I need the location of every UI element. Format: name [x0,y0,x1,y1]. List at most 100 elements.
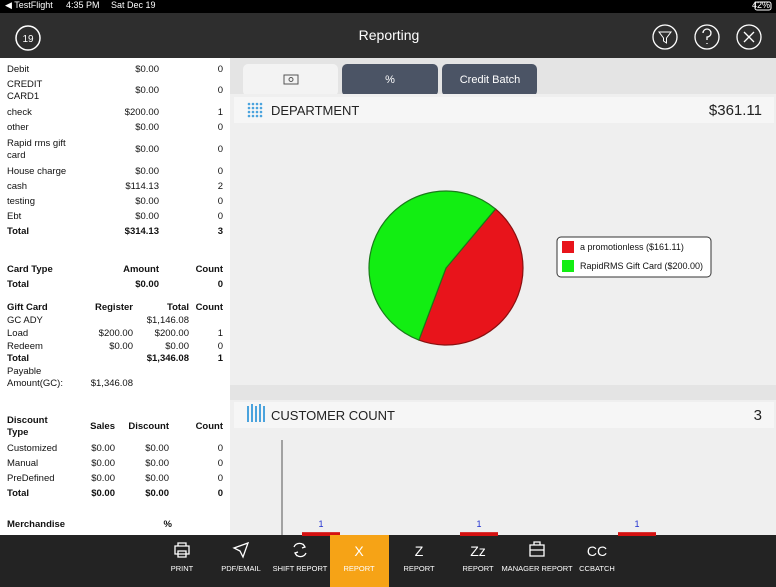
table-cell: $0.00 [135,122,159,133]
toolbar-button[interactable] [508,537,566,585]
table-cell: 0 [217,64,223,75]
table-cell: Ebt [7,211,22,222]
tab-percent[interactable] [342,64,438,96]
pie-slice [368,190,497,341]
toolbar-selected [330,535,389,587]
table-cell: other [7,122,29,133]
table-cell: Customized [7,443,58,454]
bar [618,532,656,536]
help-button[interactable] [694,24,720,50]
toolbar-icon: Zz [470,543,486,559]
tab-credit-batch[interactable] [442,64,537,96]
toolbar-label: SHIFT REPORT [273,564,328,573]
bar [460,532,498,536]
department-total: $361.11 [709,102,762,119]
tab-money-icon-dot [288,77,294,82]
toolbar-label: REPORT [343,564,375,573]
department-header [234,97,774,123]
department-icon-dot [255,110,259,114]
toolbar-button[interactable] [271,537,329,585]
battery-icon [754,1,772,11]
table-cell: GC ADY [7,315,43,326]
table-cell: $0.00 [135,211,159,222]
toolbar-label: CCBATCH [579,564,615,573]
toolbar-button[interactable] [212,537,270,585]
table-cell: 3 [217,226,223,237]
table-cell: PreDefined [7,473,55,484]
table-cell: $0.00 [135,166,159,177]
calendar-button[interactable] [15,25,41,51]
department-icon-dot [251,106,255,110]
table-cell: Rapid rms gift card [7,138,66,161]
table-cell: Total [7,226,29,237]
table-cell: Discount Type [7,415,48,438]
table-cell: $0.00 [145,443,169,454]
toolbar-icon [174,542,190,558]
table-cell: Total [7,488,29,499]
pie-slice [418,208,524,346]
table-cell: $0.00 [145,458,169,469]
table-cell: 0 [217,144,223,155]
table-cell: 0 [217,196,223,207]
table-cell: Total [167,302,189,313]
legend-label: a promotionless ($161.11) [580,242,684,252]
toolbar-icon: Z [415,543,424,559]
table-cell: $0.00 [135,196,159,207]
table-cell: $0.00 [91,473,115,484]
toolbar-icon [293,542,307,558]
filter-icon [658,31,672,44]
customer-total: 3 [754,407,762,424]
separator [230,385,776,400]
table-cell: 0 [217,341,223,352]
table-cell: $0.00 [91,458,115,469]
table-cell: House charge [7,166,67,177]
table-cell: CREDIT CARD1 [7,79,43,102]
table-cell: Count [195,302,223,313]
close-icon [743,31,755,43]
filter-button[interactable] [652,24,678,50]
department-icon-dot [251,114,255,118]
table-cell: 2 [217,181,223,192]
legend-label: RapidRMS Gift Card ($200.00) [580,261,703,271]
table-cell: 0 [217,211,223,222]
table-cell: $0.00 [109,341,133,352]
department-icon-dot [251,102,255,106]
status-bar [0,0,776,13]
table-cell: 0 [217,279,223,290]
toolbar-label: PRINT [171,564,194,573]
toolbar-icon [232,541,250,559]
table-cell: check [7,107,32,118]
table-cell: Gift Card [7,302,48,313]
status-app: ◀ TestFlight [5,0,53,10]
help-icon [702,28,712,44]
table-cell: 1 [217,353,223,364]
department-icon-dot [247,106,251,110]
department-icon-dot [247,114,251,118]
bar-value-label: 1 [476,519,481,529]
toolbar-label: REPORT [403,564,435,573]
table-cell: Load [7,328,29,339]
close-button[interactable] [736,24,762,50]
tab-label: % [385,74,395,86]
department-title: DEPARTMENT [271,103,359,118]
department-icon-dot [251,110,255,114]
table-cell: testing [7,196,35,207]
table-cell: Register [94,302,133,313]
department-icon-dot [259,102,263,106]
legend-swatch [562,260,574,272]
table-cell: Card Type [7,264,53,275]
department-icon-dot [255,114,259,118]
legend [556,236,712,278]
table-cell: 0 [217,458,223,469]
table-cell: $0.00 [135,144,159,155]
header-bar [0,13,776,58]
department-icon-dot [259,106,263,110]
toolbar-button[interactable] [153,537,211,585]
table-cell: 0 [217,85,223,96]
table-cell: $200.00 [124,107,159,118]
tab-amount[interactable] [243,64,338,96]
table-cell: Debit [7,64,30,75]
department-icon-dot [259,114,263,118]
toolbar-label: MANAGER REPORT [501,564,573,573]
